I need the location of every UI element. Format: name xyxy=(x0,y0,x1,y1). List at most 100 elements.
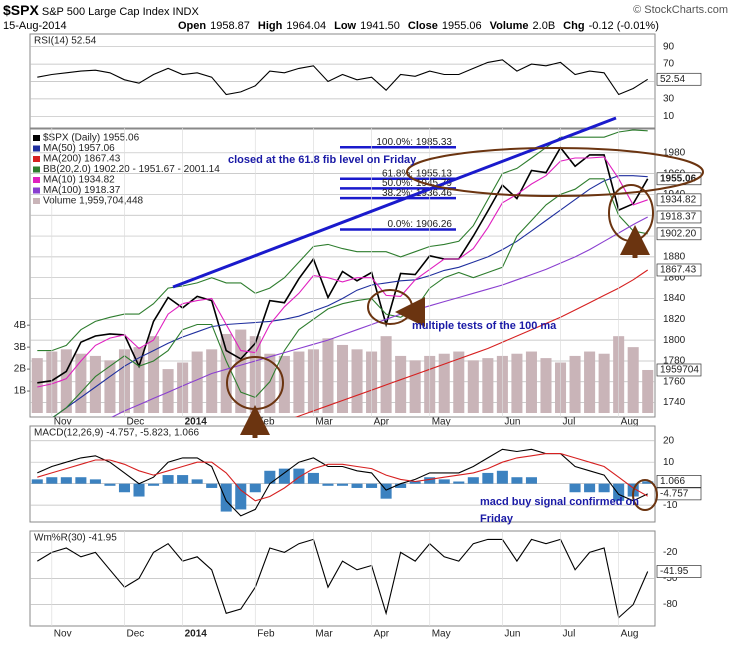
bar xyxy=(438,353,450,413)
line xyxy=(52,175,648,417)
bar xyxy=(322,338,334,413)
field-label: High xyxy=(257,20,283,32)
symbol: $SPX xyxy=(3,2,39,18)
field-label: Low xyxy=(334,20,357,32)
end-label-box xyxy=(656,263,702,277)
legend-label: MA(50) 1957.06 xyxy=(43,143,115,154)
fib-label: 0.0%: 1906.26 xyxy=(388,219,453,230)
line xyxy=(52,178,648,417)
bar xyxy=(235,483,247,510)
line xyxy=(37,156,648,388)
bar xyxy=(642,369,654,413)
bar xyxy=(409,481,421,484)
bar xyxy=(264,353,276,413)
bar xyxy=(511,477,523,484)
x-tick-label: Feb xyxy=(257,629,275,640)
series-group xyxy=(37,59,648,96)
bar xyxy=(584,351,596,413)
bar xyxy=(467,477,479,484)
bar xyxy=(206,483,218,488)
end-label: -41.95 xyxy=(660,566,689,577)
bar xyxy=(569,355,581,413)
end-label-box xyxy=(656,210,702,224)
fib-label: 50.0%: 1945.79 xyxy=(382,178,452,189)
series-group xyxy=(37,538,649,619)
legend-swatch xyxy=(33,145,40,152)
x-tick-label: Aug xyxy=(621,629,639,640)
bar xyxy=(336,344,349,413)
bar xyxy=(467,360,479,413)
y-tick-label: 30 xyxy=(663,94,675,105)
fib-label: 61.8%: 1955.13 xyxy=(382,168,452,179)
bar xyxy=(380,483,392,499)
bar xyxy=(220,333,232,413)
legend-label: MA(200) 1867.43 xyxy=(43,154,121,165)
bar xyxy=(351,349,363,413)
bar xyxy=(133,347,145,413)
bar xyxy=(336,483,349,486)
bar xyxy=(424,477,436,484)
bar xyxy=(453,351,465,413)
highlight-ellipse xyxy=(367,289,413,325)
x-tick-label: May xyxy=(432,629,451,640)
bar xyxy=(220,483,232,512)
end-label-box xyxy=(656,72,702,86)
bar xyxy=(598,483,610,493)
field-value: 1964.04 xyxy=(286,20,327,32)
legend-swatch xyxy=(33,166,40,173)
y-tick-label: -50 xyxy=(663,573,678,584)
bar xyxy=(264,470,276,484)
bar xyxy=(191,479,203,484)
x-tick-label: Jul xyxy=(563,417,576,428)
bar xyxy=(569,483,581,493)
field-value: 2.0B xyxy=(532,20,556,32)
y-tick-label: 1820 xyxy=(663,314,686,325)
line xyxy=(37,59,648,96)
field-label: Volume xyxy=(489,20,529,32)
bar xyxy=(75,353,87,413)
bar xyxy=(46,477,58,484)
y-tick-label: -10 xyxy=(663,500,678,511)
bar xyxy=(525,351,537,413)
panel-title: MACD(12,26,9) -4.757, -5.823, 1.066 xyxy=(34,428,200,439)
bar xyxy=(307,472,319,484)
bar xyxy=(598,353,610,413)
field-label: Chg xyxy=(563,20,585,32)
bar xyxy=(235,329,247,413)
legend-label: Volume 1,959,704,448 xyxy=(43,196,144,207)
end-label-box xyxy=(656,193,702,207)
y2-tick-label: 4B xyxy=(14,320,27,331)
bar xyxy=(162,475,174,484)
y-tick-label: 70 xyxy=(663,59,675,70)
x-tick-label: Apr xyxy=(374,417,390,428)
x-tick-label: May xyxy=(432,417,451,428)
end-label: -4.757 xyxy=(660,489,689,500)
bar xyxy=(148,336,160,413)
x-tick-label: Jul xyxy=(563,629,576,640)
y-tick-label: 10 xyxy=(663,457,675,468)
bar xyxy=(31,479,43,484)
bar xyxy=(540,358,552,413)
bar xyxy=(351,483,363,488)
y-tick-label: 90 xyxy=(663,41,675,52)
x-tick-label: Dec xyxy=(126,417,144,428)
bar xyxy=(162,369,174,413)
field-label: Close xyxy=(407,20,438,32)
bar xyxy=(89,479,101,484)
quote-fields: Open 1958.87 High 1964.04 Low 1941.50 Close 195… xyxy=(178,20,667,32)
y-tick-label: -20 xyxy=(663,547,678,558)
end-label: 1934.82 xyxy=(660,194,697,205)
bar xyxy=(409,360,421,413)
legend-swatch xyxy=(33,135,40,141)
bar xyxy=(249,483,261,493)
bar xyxy=(395,355,407,413)
y-tick-label: 20 xyxy=(663,435,675,446)
bar xyxy=(482,358,494,413)
y-tick-label: 10 xyxy=(663,111,675,122)
bar xyxy=(322,483,334,486)
line xyxy=(37,453,648,502)
y-tick-label: 1980 xyxy=(663,147,686,158)
line xyxy=(294,269,649,417)
